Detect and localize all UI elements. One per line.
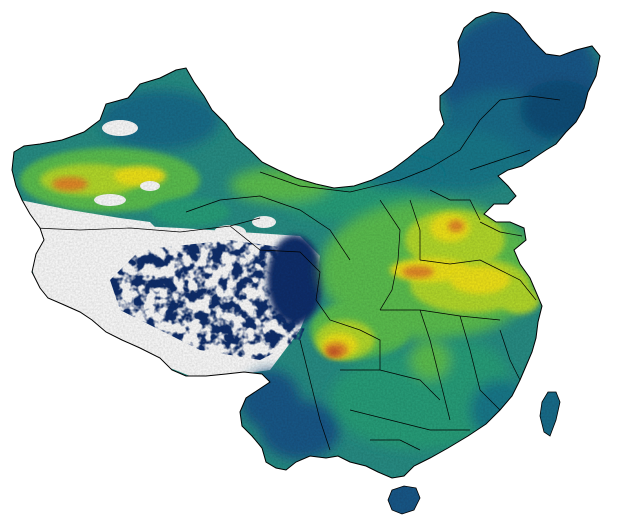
boundary-guizhou — [340, 369, 441, 401]
raster-tibet — [30, 220, 323, 380]
boundary-hunan-jiangxi — [419, 309, 451, 421]
boundary-xinjiang-tibet — [35, 217, 261, 233]
boundary-sichuan — [315, 299, 381, 370]
boundary-qinghai — [229, 225, 321, 301]
boundary-henan — [419, 259, 501, 271]
boundary-shanxi — [409, 199, 421, 260]
island-hainan-outline — [387, 485, 421, 515]
boundary-inner-mongolia — [259, 119, 481, 193]
boundary-guangxi-guangdong — [349, 409, 470, 431]
province-boundaries — [35, 95, 561, 451]
boundary-jiangsu — [499, 269, 537, 301]
raster-desert-gaps — [20, 120, 276, 239]
boundary-northeast — [479, 95, 561, 121]
island-taiwan-outline — [539, 391, 561, 437]
boundary-hubei — [380, 309, 501, 321]
raster-xinjiang — [20, 90, 230, 226]
boundary-shaanxi — [379, 199, 401, 311]
boundary-hebei — [429, 189, 481, 221]
boundary-shandong — [479, 221, 523, 237]
boundary-yunnan — [299, 339, 331, 451]
boundary-gansu — [185, 195, 351, 261]
boundary-zhejiang-fujian — [499, 329, 521, 381]
